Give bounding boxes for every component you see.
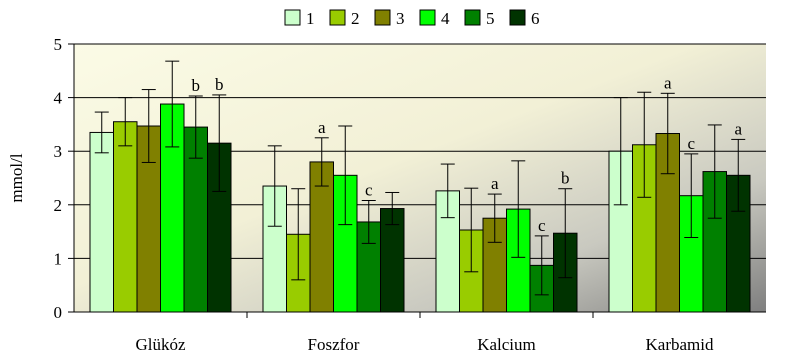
legend-swatch (374, 9, 391, 26)
y-axis-label: mmol/l (7, 153, 26, 202)
bar (89, 131, 114, 313)
significance-label: a (664, 73, 672, 92)
significance-label: a (318, 118, 326, 137)
legend-label: 5 (486, 9, 495, 28)
legend-label: 1 (306, 9, 315, 28)
significance-label: a (734, 119, 742, 138)
error-bars-layer (94, 60, 746, 296)
x-category-label: Kalcium (477, 335, 536, 354)
significance-label: b (192, 76, 201, 95)
y-tick-label: 2 (54, 196, 63, 215)
legend-label: 2 (351, 9, 360, 28)
x-category-label: Foszfor (308, 335, 360, 354)
legend-swatch (284, 9, 301, 26)
significance-label: a (491, 174, 499, 193)
legend-label: 3 (396, 9, 405, 28)
y-tick-label: 5 (54, 35, 63, 54)
legend: 1 2 3 4 5 6 (284, 9, 540, 28)
y-tick-label: 3 (54, 142, 63, 161)
y-tick-label: 0 (54, 303, 63, 322)
y-tick-label: 4 (54, 89, 63, 108)
x-category-label: Glükóz (135, 335, 186, 354)
significance-label: b (561, 169, 570, 188)
bar (113, 121, 138, 313)
significance-label: b (215, 75, 224, 94)
legend-swatch (329, 9, 346, 26)
legend-label: 4 (441, 9, 450, 28)
x-category-label: Karbamid (646, 335, 714, 354)
legend-swatch (419, 9, 436, 26)
significance-label: c (365, 181, 373, 200)
legend-swatch (509, 9, 526, 26)
significance-label: c (687, 134, 695, 153)
y-tick-label: 1 (54, 249, 63, 268)
legend-label: 6 (531, 9, 540, 28)
axes: 0 1 2 3 4 5 Glükóz Foszfor Kalcium Karbamid (54, 35, 766, 354)
significance-label: c (538, 216, 546, 235)
legend-swatch (464, 9, 481, 26)
